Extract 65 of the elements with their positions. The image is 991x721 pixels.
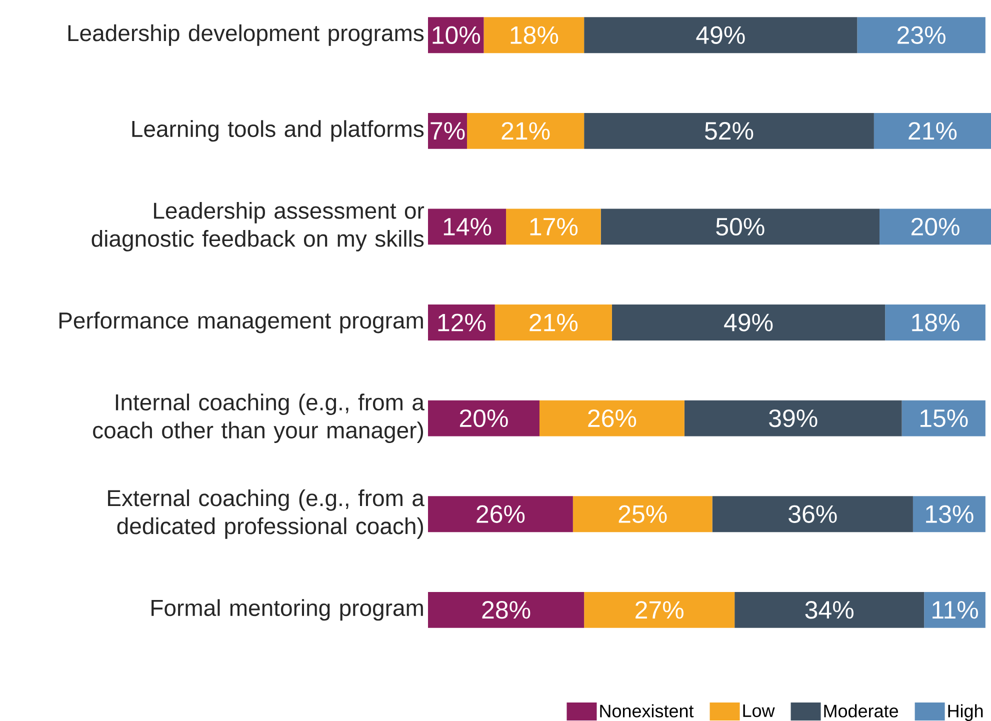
data-label: 50%: [716, 218, 764, 236]
bar: [600, 208, 880, 245]
data-label: 17%: [530, 218, 578, 236]
bar: [684, 400, 902, 436]
legend-label: Low: [743, 704, 775, 718]
data-label: 25%: [618, 505, 667, 523]
data-label: 26%: [588, 409, 636, 428]
data-label: 14%: [444, 218, 492, 236]
bar: [428, 400, 540, 436]
bar: [712, 496, 913, 532]
data-label: 26%: [476, 505, 525, 523]
bar: [484, 17, 584, 54]
data-label: 23%: [898, 26, 946, 44]
bar: [874, 112, 991, 149]
data-label: 7%: [430, 122, 465, 140]
bar: [584, 112, 874, 149]
legend-label: High: [948, 704, 983, 721]
data-label: 36%: [788, 505, 837, 523]
bar: [912, 496, 986, 532]
data-label: 18%: [510, 26, 558, 44]
data-label: 27%: [636, 601, 684, 619]
data-label: 10%: [432, 26, 480, 44]
data-label: 21%: [908, 122, 957, 140]
y-tick-label: Internal coaching (e.g., from a coach other than your manager): [93, 394, 424, 444]
data-label: 21%: [530, 314, 578, 332]
data-label: 49%: [724, 314, 773, 332]
bar: [494, 304, 612, 340]
bar: [584, 592, 735, 628]
data-label: 18%: [912, 314, 960, 332]
y-tick-label: Leadership assessment or diagnostic feedback on my skills: [92, 202, 424, 252]
data-label: 12%: [438, 314, 486, 332]
legend-label: Nonexistent: [600, 704, 694, 718]
data-label: 11%: [932, 601, 978, 619]
bar: [902, 400, 986, 436]
bar: [584, 17, 858, 54]
bar: [428, 592, 584, 628]
y-tick-label: Performance management program: [59, 312, 423, 334]
y-tick-label: External coaching (e.g., from a dedicated professional coach): [108, 489, 424, 539]
data-label: 39%: [769, 409, 818, 428]
bar: [572, 496, 712, 532]
bar: [467, 112, 584, 149]
data-label: 21%: [502, 122, 550, 140]
bar: [924, 592, 986, 628]
bar: [880, 208, 991, 245]
data-label: 15%: [920, 410, 968, 428]
bar: [612, 304, 886, 340]
bar: [428, 208, 506, 245]
data-label: 49%: [696, 26, 745, 44]
bar: [885, 304, 986, 340]
data-label: 52%: [705, 122, 754, 140]
bar: [539, 400, 684, 436]
y-tick-label: Learning tools and platforms: [132, 120, 424, 142]
bar: [857, 17, 986, 54]
data-label: 20%: [912, 218, 960, 236]
bar: [428, 496, 573, 532]
y-tick-label: Leadership development programs: [68, 24, 424, 46]
bar: [506, 208, 601, 245]
data-label: 28%: [482, 601, 530, 619]
bar: [428, 304, 495, 340]
data-label: 13%: [926, 505, 974, 523]
legend-label: Moderate: [824, 704, 898, 718]
data-label: 34%: [805, 601, 854, 619]
data-label: 20%: [460, 409, 508, 428]
y-tick-label: Formal mentoring program: [152, 599, 423, 621]
bar: [734, 592, 924, 628]
